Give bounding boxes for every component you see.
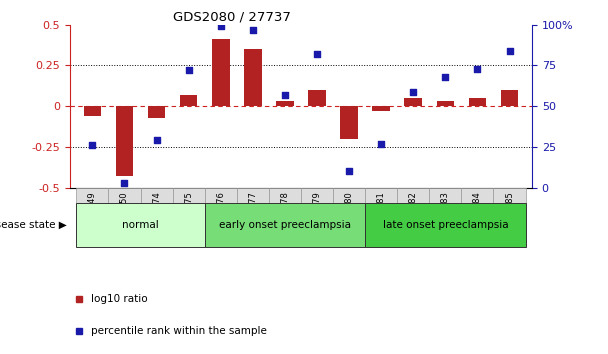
Bar: [365, 188, 397, 246]
Bar: [148, 106, 165, 118]
Text: early onset preeclampsia: early onset preeclampsia: [219, 220, 351, 230]
Text: GSM106285: GSM106285: [505, 192, 514, 242]
Bar: [404, 98, 422, 106]
Bar: [372, 106, 390, 111]
Point: [248, 27, 258, 33]
Bar: [437, 101, 454, 106]
Bar: [494, 188, 525, 246]
Point: [312, 51, 322, 57]
Point: [120, 180, 130, 185]
Point: [409, 89, 418, 95]
Text: GSM106250: GSM106250: [120, 192, 129, 242]
Point: [472, 66, 482, 72]
Bar: [461, 188, 494, 246]
Bar: [116, 106, 133, 176]
Text: percentile rank within the sample: percentile rank within the sample: [91, 326, 266, 336]
Text: GSM106281: GSM106281: [377, 192, 385, 242]
Bar: [501, 90, 519, 106]
Text: disease state ▶: disease state ▶: [0, 220, 67, 230]
Point: [505, 48, 514, 54]
Text: GSM106283: GSM106283: [441, 192, 450, 242]
Bar: [340, 106, 358, 139]
Bar: [333, 188, 365, 246]
Bar: [276, 101, 294, 106]
Text: GSM106249: GSM106249: [88, 192, 97, 242]
Bar: [301, 188, 333, 246]
Text: log10 ratio: log10 ratio: [91, 295, 147, 304]
Bar: [180, 95, 198, 106]
Text: GSM106275: GSM106275: [184, 192, 193, 242]
Text: GSM106280: GSM106280: [345, 192, 354, 242]
Bar: [429, 188, 461, 246]
Text: GSM106277: GSM106277: [248, 192, 257, 242]
Point: [216, 24, 226, 29]
Text: GDS2080 / 27737: GDS2080 / 27737: [173, 10, 291, 23]
Text: GSM106274: GSM106274: [152, 192, 161, 242]
Bar: [83, 106, 101, 116]
Bar: [173, 188, 205, 246]
Point: [152, 138, 162, 143]
Bar: [108, 188, 140, 246]
Bar: [269, 188, 301, 246]
Bar: [77, 203, 205, 247]
Bar: [205, 203, 365, 247]
Text: GSM106278: GSM106278: [280, 192, 289, 242]
Point: [376, 141, 386, 147]
Bar: [205, 188, 237, 246]
Point: [88, 142, 97, 148]
Point: [280, 92, 290, 98]
Point: [440, 74, 450, 80]
Text: GSM106282: GSM106282: [409, 192, 418, 242]
Bar: [140, 188, 173, 246]
Point: [344, 169, 354, 174]
Bar: [308, 90, 326, 106]
Point: [184, 68, 193, 73]
Bar: [212, 39, 230, 106]
Bar: [244, 49, 261, 106]
Text: GSM106279: GSM106279: [313, 192, 322, 242]
Bar: [469, 98, 486, 106]
Bar: [77, 188, 108, 246]
Text: GSM106276: GSM106276: [216, 192, 225, 242]
Bar: [397, 188, 429, 246]
Bar: [237, 188, 269, 246]
Text: normal: normal: [122, 220, 159, 230]
Text: GSM106284: GSM106284: [473, 192, 482, 242]
Text: late onset preeclampsia: late onset preeclampsia: [382, 220, 508, 230]
Bar: [365, 203, 525, 247]
